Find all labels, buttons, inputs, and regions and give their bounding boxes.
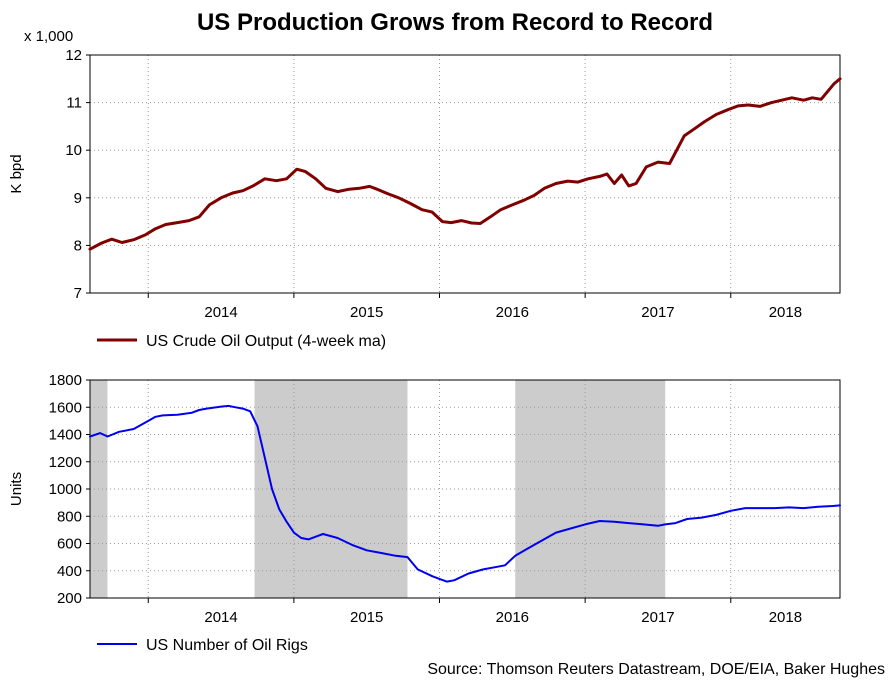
- top-y-axis-label: K bpd: [8, 154, 25, 193]
- bottom-ytick-label-200: 200: [57, 590, 82, 607]
- bottom-xtick-label-2018: 2018: [769, 609, 802, 626]
- bottom-xtick-label-2016: 2016: [496, 609, 529, 626]
- oil-rigs-legend-label: US Number of Oil Rigs: [146, 637, 308, 654]
- top-y-axis: 7 8 9 10 11 12: [65, 47, 90, 302]
- top-ytick-label-8: 8: [74, 237, 82, 254]
- bottom-ytick-label-1400: 1400: [49, 427, 82, 444]
- top-xtick-label-2016: 2016: [496, 304, 529, 321]
- bottom-y-axis-label: Units: [8, 472, 25, 506]
- bottom-ytick-label-1000: 1000: [49, 481, 82, 498]
- top-ytick-label-12: 12: [65, 47, 82, 64]
- top-xtick-label-2014: 2014: [204, 304, 237, 321]
- bottom-ytick-label-1200: 1200: [49, 454, 82, 471]
- bottom-xtick-label-2014: 2014: [204, 609, 237, 626]
- bottom-legend: US Number of Oil Rigs: [97, 637, 308, 654]
- bottom-x-axis: 2014 2015 2016 2017 2018: [147, 598, 802, 626]
- oil-rigs-series-line: [89, 404, 841, 583]
- bottom-shaded-period-2: [254, 380, 408, 598]
- top-legend: US Crude Oil Output (4-week ma): [97, 333, 386, 350]
- crude-output-series-line: [88, 77, 842, 251]
- bottom-ytick-label-600: 600: [57, 536, 82, 553]
- bottom-xtick-label-2015: 2015: [350, 609, 383, 626]
- top-panel: 7 8 9 10 11 12 2014 2015 2016 2017 2018 x 1,000 K…: [8, 28, 842, 350]
- top-ytick-label-11: 11: [66, 95, 82, 112]
- top-y-multiplier: x 1,000: [24, 28, 73, 45]
- bottom-shaded-periods: [90, 380, 666, 598]
- bottom-y-axis: 200 400 600 800 1000 1200 1400 1600 1800: [49, 372, 90, 607]
- top-ytick-label-9: 9: [74, 190, 82, 207]
- chart-title: US Production Grows from Record to Recor…: [197, 9, 713, 36]
- top-xtick-label-2015: 2015: [350, 304, 383, 321]
- top-ytick-label-7: 7: [74, 285, 82, 302]
- top-gridlines: [90, 55, 840, 293]
- bottom-ytick-label-800: 800: [57, 508, 82, 525]
- top-xtick-label-2017: 2017: [641, 304, 674, 321]
- top-ytick-label-10: 10: [65, 142, 82, 159]
- top-xtick-label-2018: 2018: [769, 304, 802, 321]
- crude-output-legend-label: US Crude Oil Output (4-week ma): [146, 333, 386, 350]
- top-plot-frame: [89, 54, 841, 294]
- top-x-axis: 2014 2015 2016 2017 2018: [147, 293, 802, 321]
- source-note: Source: Thomson Reuters Datastream, DOE/…: [427, 661, 885, 678]
- bottom-ytick-label-1600: 1600: [49, 399, 82, 416]
- bottom-xtick-label-2017: 2017: [641, 609, 674, 626]
- bottom-gridlines: [90, 380, 840, 598]
- bottom-ytick-label-1800: 1800: [49, 372, 82, 389]
- bottom-ytick-label-400: 400: [57, 563, 82, 580]
